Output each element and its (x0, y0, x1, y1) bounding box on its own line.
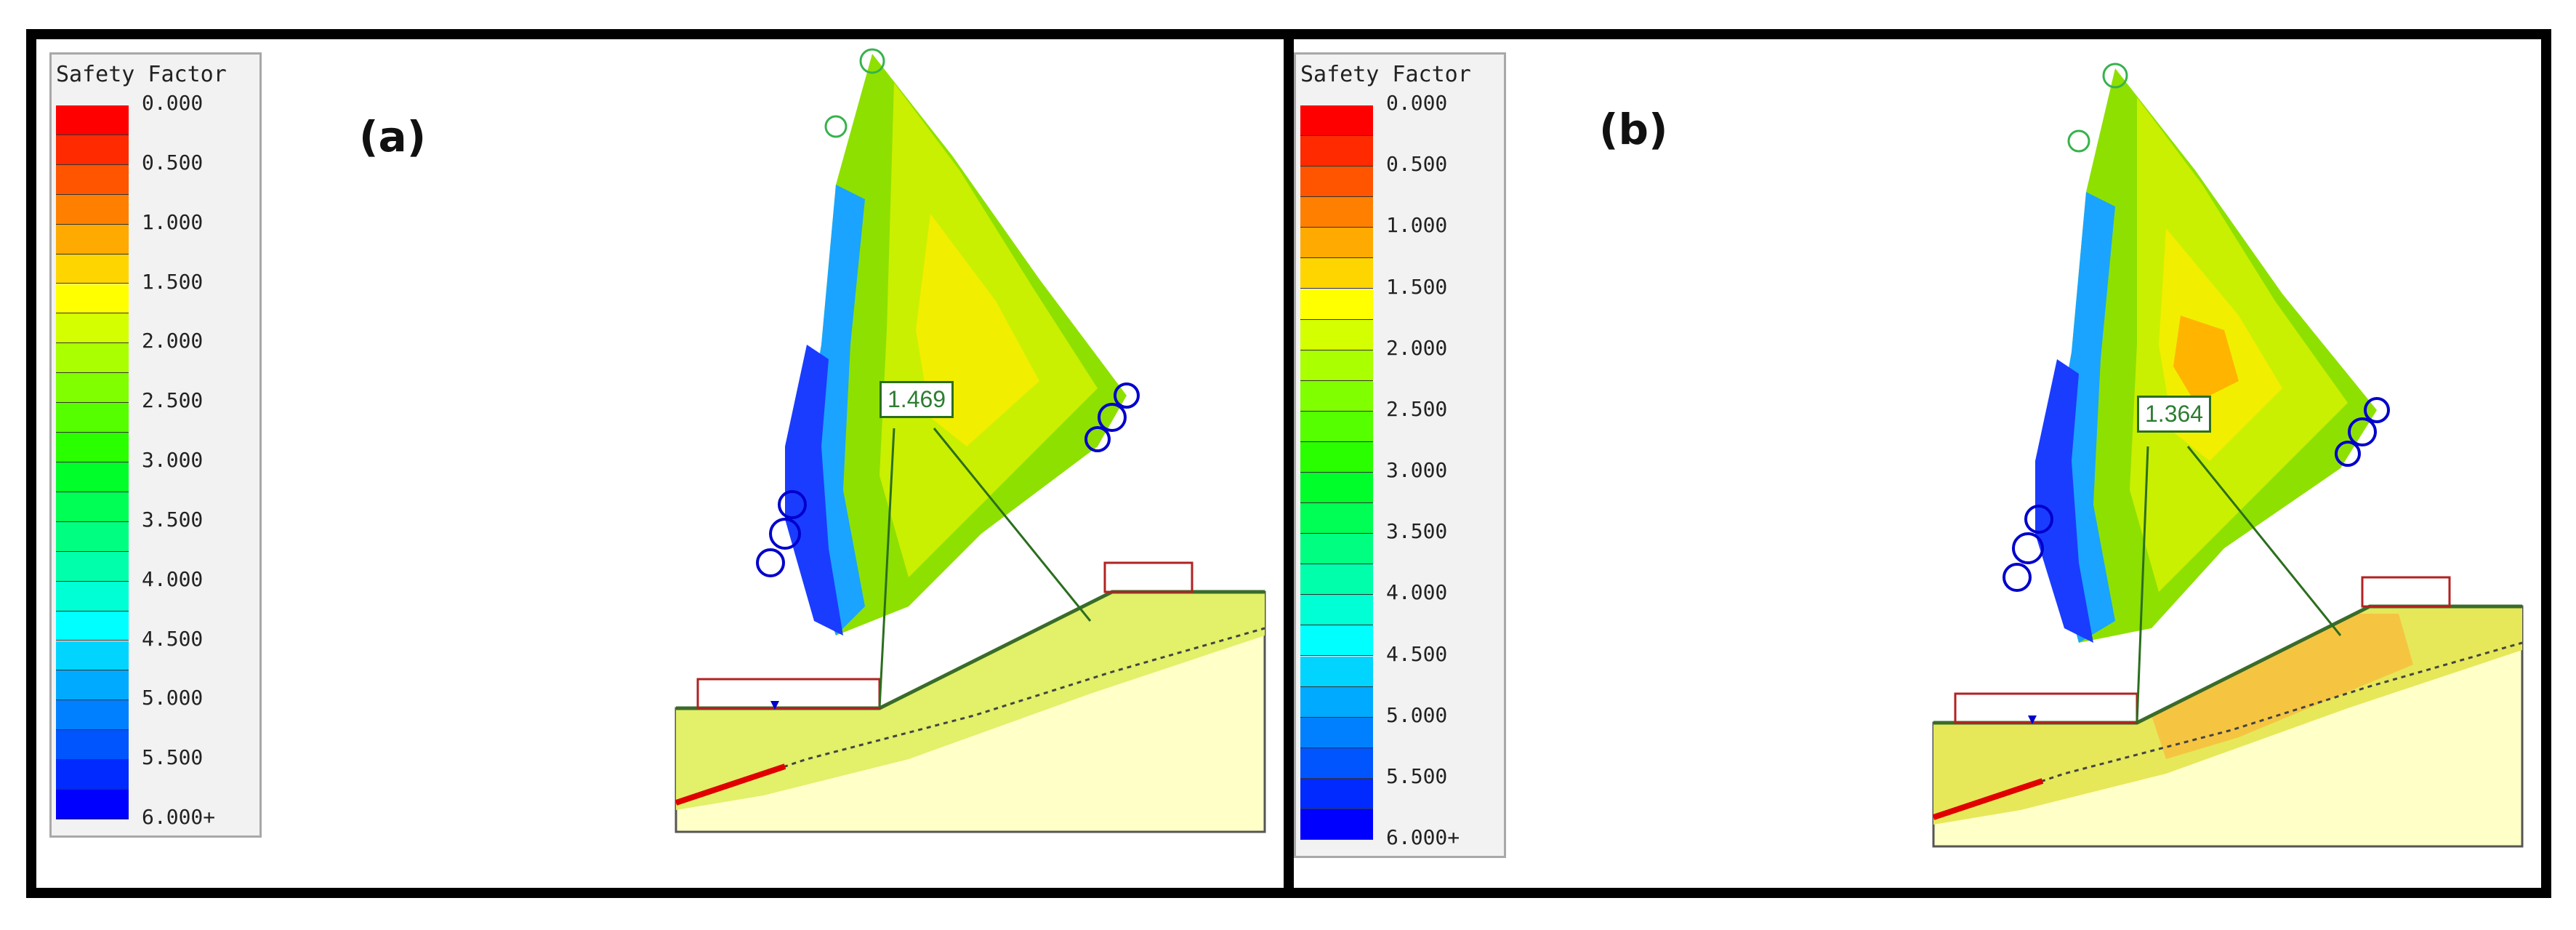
legend-label: 3.000 (142, 448, 204, 472)
legend: Safety Factor 0.000 0.500 1.000 1.500 2.000 2… (1294, 52, 1506, 858)
legend-swatch (56, 521, 129, 552)
legend-label: 3.000 (1386, 458, 1448, 482)
critical-slip-lines (878, 428, 1092, 709)
legend-label: 2.000 (1386, 335, 1448, 360)
legend-label: 1.500 (1386, 274, 1448, 299)
legend-label: 2.500 (142, 388, 204, 413)
min-safety-factor-label: 1.364 (2137, 396, 2212, 433)
legend-swatch (1300, 136, 1373, 167)
legend-swatch (1300, 228, 1373, 259)
legend-swatch (56, 462, 129, 492)
legend-label: 3.500 (142, 507, 204, 532)
legend-swatch (56, 730, 129, 761)
legend-swatch (1300, 595, 1373, 626)
legend-swatch (56, 224, 129, 254)
legend-swatch (56, 760, 129, 790)
legend-label: 4.500 (142, 626, 204, 651)
legend-swatch (56, 373, 129, 404)
legend-swatch (56, 700, 129, 731)
legend-swatch (1300, 319, 1373, 350)
legend-swatch (1300, 656, 1373, 687)
legend-swatch (56, 492, 129, 522)
slope-model-diagram (675, 48, 1266, 833)
legend-label: 1.000 (1386, 213, 1448, 238)
legend-swatch (1300, 809, 1373, 840)
legend-label: 5.000 (142, 686, 204, 710)
legend-label: 0.000 (142, 91, 204, 115)
legend-swatch (56, 313, 129, 344)
legend-swatch (56, 641, 129, 671)
legend-swatch (1300, 564, 1373, 596)
legend: Safety Factor 0.000 0.500 1.000 1.500 2.000 2… (49, 52, 262, 838)
legend-swatch (1300, 473, 1373, 504)
legend-swatch (56, 254, 129, 284)
legend-swatch (56, 433, 129, 462)
legend-label: 4.000 (142, 566, 204, 591)
legend-swatch (56, 105, 129, 135)
legend-label: 3.500 (1386, 519, 1448, 544)
legend-label: 0.500 (142, 150, 204, 175)
legend-swatch (1300, 258, 1373, 289)
critical-slip-lines (2136, 446, 2342, 723)
slip-center-grid (2003, 63, 2390, 643)
legend-label: 5.000 (1386, 702, 1448, 727)
legend-title: Safety Factor (56, 62, 227, 87)
legend-swatch (1300, 778, 1373, 809)
legend-swatch (56, 670, 129, 701)
legend-label: 4.500 (1386, 641, 1448, 666)
slope-model (675, 561, 1266, 833)
legend-swatch (1300, 747, 1373, 779)
legend-swatch (1300, 503, 1373, 534)
legend-label: 4.000 (1386, 580, 1448, 605)
legend-swatch (1300, 686, 1373, 718)
legend-label: 6.000+ (142, 805, 216, 829)
legend-swatch (56, 403, 129, 433)
legend-label: 0.500 (1386, 152, 1448, 177)
legend-swatch (56, 611, 129, 641)
legend-swatch (1300, 441, 1373, 473)
legend-swatch (1300, 380, 1373, 412)
legend-label: 5.500 (142, 745, 204, 770)
legend-label: 2.000 (142, 329, 204, 353)
legend-swatch (1300, 625, 1373, 657)
legend-swatch (56, 581, 129, 612)
legend-swatch (1300, 197, 1373, 228)
slope-model (1932, 576, 2524, 848)
panel-a: Safety Factor 0.000 0.500 1.000 1.500 2.000 2… (26, 29, 1294, 898)
min-safety-factor-label: 1.469 (880, 381, 954, 418)
legend-swatch (56, 194, 129, 225)
legend-swatch (1300, 411, 1373, 442)
legend-swatch (56, 284, 129, 314)
legend-label: 5.500 (1386, 763, 1448, 788)
legend-swatch (1300, 289, 1373, 320)
legend-swatch (1300, 105, 1373, 137)
slope-model-diagram (1932, 63, 2524, 848)
legend-swatch (1300, 167, 1373, 198)
legend-label: 6.000+ (1386, 825, 1460, 849)
panel-label: (b) (1599, 105, 1668, 154)
legend-swatch (56, 790, 129, 819)
legend-label: 1.500 (142, 269, 204, 294)
panel-label: (a) (359, 112, 427, 161)
legend-swatch (56, 551, 129, 582)
legend-swatch (1300, 717, 1373, 748)
legend-swatch (56, 164, 129, 195)
legend-label: 1.000 (142, 209, 204, 234)
legend-swatch (1300, 350, 1373, 381)
legend-swatch (56, 135, 129, 165)
panel-b: Safety Factor 0.000 0.500 1.000 1.500 2.000 2… (1284, 29, 2551, 898)
legend-title: Safety Factor (1300, 62, 1471, 87)
legend-label: 2.500 (1386, 396, 1448, 421)
legend-swatch (56, 343, 129, 374)
slip-center-grid (756, 48, 1140, 636)
legend-swatch (1300, 534, 1373, 565)
legend-label: 0.000 (1386, 91, 1448, 115)
